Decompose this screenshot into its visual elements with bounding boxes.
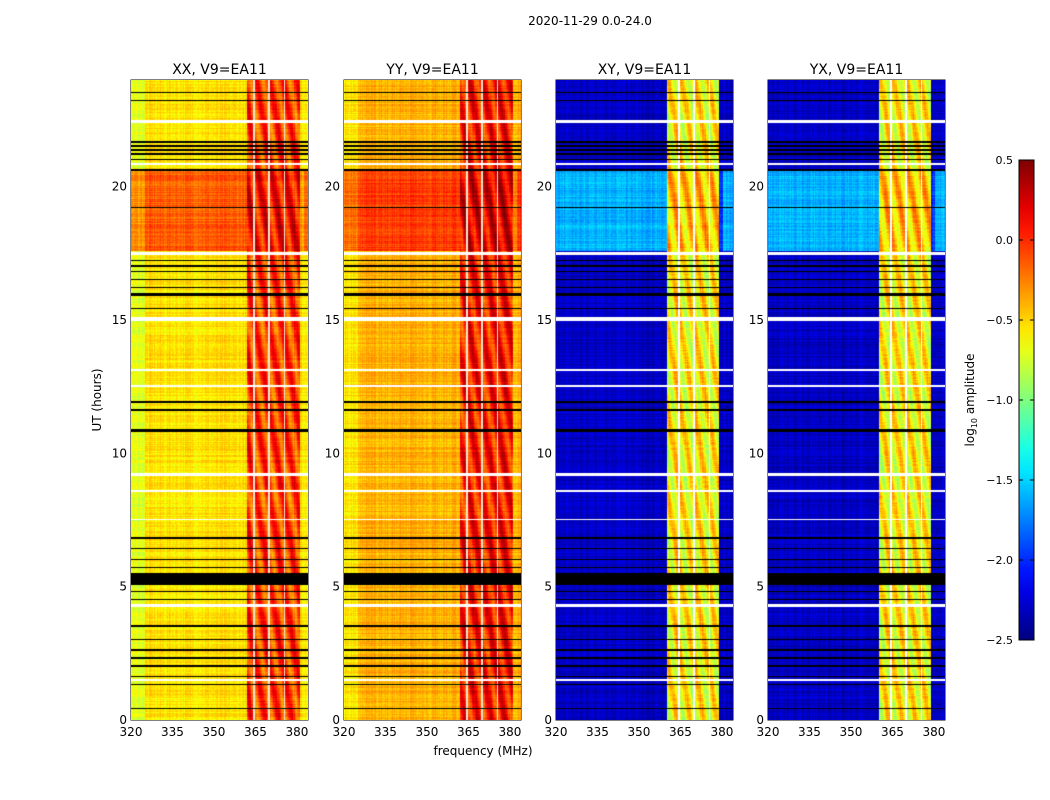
y-tick-label: 0: [332, 713, 340, 727]
panel-title: YX, V9=EA11: [809, 62, 904, 78]
x-tick-label: 320: [545, 725, 568, 739]
x-tick-label: 380: [498, 725, 521, 739]
x-axis-label: frequency (MHz): [433, 744, 532, 758]
colorbar-tick-label: −1.0: [986, 394, 1013, 407]
figure-title: 2020-11-29 0.0-24.0: [528, 14, 652, 28]
panel-title: XY, V9=EA11: [598, 62, 692, 78]
y-tick-label: 5: [544, 580, 552, 594]
x-tick-label: 320: [757, 725, 780, 739]
x-tick-label: 380: [285, 725, 308, 739]
x-tick-label: 350: [203, 725, 226, 739]
y-tick-label: 5: [119, 580, 127, 594]
y-tick-label: 0: [544, 713, 552, 727]
x-tick-label: 365: [881, 725, 904, 739]
y-tick-label: 20: [112, 180, 127, 194]
colorbar-label: log10 amplitude: [963, 354, 979, 447]
y-tick-label: 15: [537, 313, 552, 327]
y-tick-label: 5: [332, 580, 340, 594]
x-tick-label: 335: [798, 725, 821, 739]
x-tick-label: 335: [161, 725, 184, 739]
colorbar-tick-label: −2.5: [986, 634, 1013, 647]
y-tick-label: 15: [749, 313, 764, 327]
y-tick-label: 10: [112, 446, 127, 460]
y-tick-label: 15: [112, 313, 127, 327]
x-tick-label: 365: [669, 725, 692, 739]
heatmap-xy: [556, 80, 733, 720]
y-tick-label: 10: [537, 446, 552, 460]
colorbar-tick-label: 0.0: [996, 234, 1014, 247]
x-tick-label: 320: [120, 725, 143, 739]
colorbar-tick-label: −1.5: [986, 474, 1013, 487]
x-tick-label: 380: [922, 725, 945, 739]
colorbar-tick-label: −2.0: [986, 554, 1013, 567]
x-tick-label: 365: [457, 725, 480, 739]
heatmap-yy: [344, 80, 521, 720]
x-tick-label: 335: [374, 725, 397, 739]
colorbar-tick-label: 0.5: [996, 154, 1014, 167]
y-tick-label: 20: [537, 180, 552, 194]
x-tick-label: 320: [333, 725, 356, 739]
x-tick-label: 335: [586, 725, 609, 739]
x-tick-label: 350: [416, 725, 439, 739]
y-tick-label: 10: [325, 446, 340, 460]
y-tick-label: 0: [119, 713, 127, 727]
heatmap-yx: [768, 80, 945, 720]
y-tick-label: 5: [756, 580, 764, 594]
y-tick-label: 10: [749, 446, 764, 460]
panel-title: YY, V9=EA11: [385, 62, 478, 78]
x-tick-label: 380: [710, 725, 733, 739]
y-tick-label: 20: [749, 180, 764, 194]
x-tick-label: 365: [244, 725, 267, 739]
y-tick-label: 20: [325, 180, 340, 194]
colorbar-tick-label: −0.5: [986, 314, 1013, 327]
panel-title: XX, V9=EA11: [172, 62, 267, 78]
heatmap-xx: [131, 80, 308, 720]
x-tick-label: 350: [840, 725, 863, 739]
y-tick-label: 15: [325, 313, 340, 327]
x-tick-label: 350: [628, 725, 651, 739]
y-axis-label: UT (hours): [90, 368, 104, 431]
y-tick-label: 0: [756, 713, 764, 727]
